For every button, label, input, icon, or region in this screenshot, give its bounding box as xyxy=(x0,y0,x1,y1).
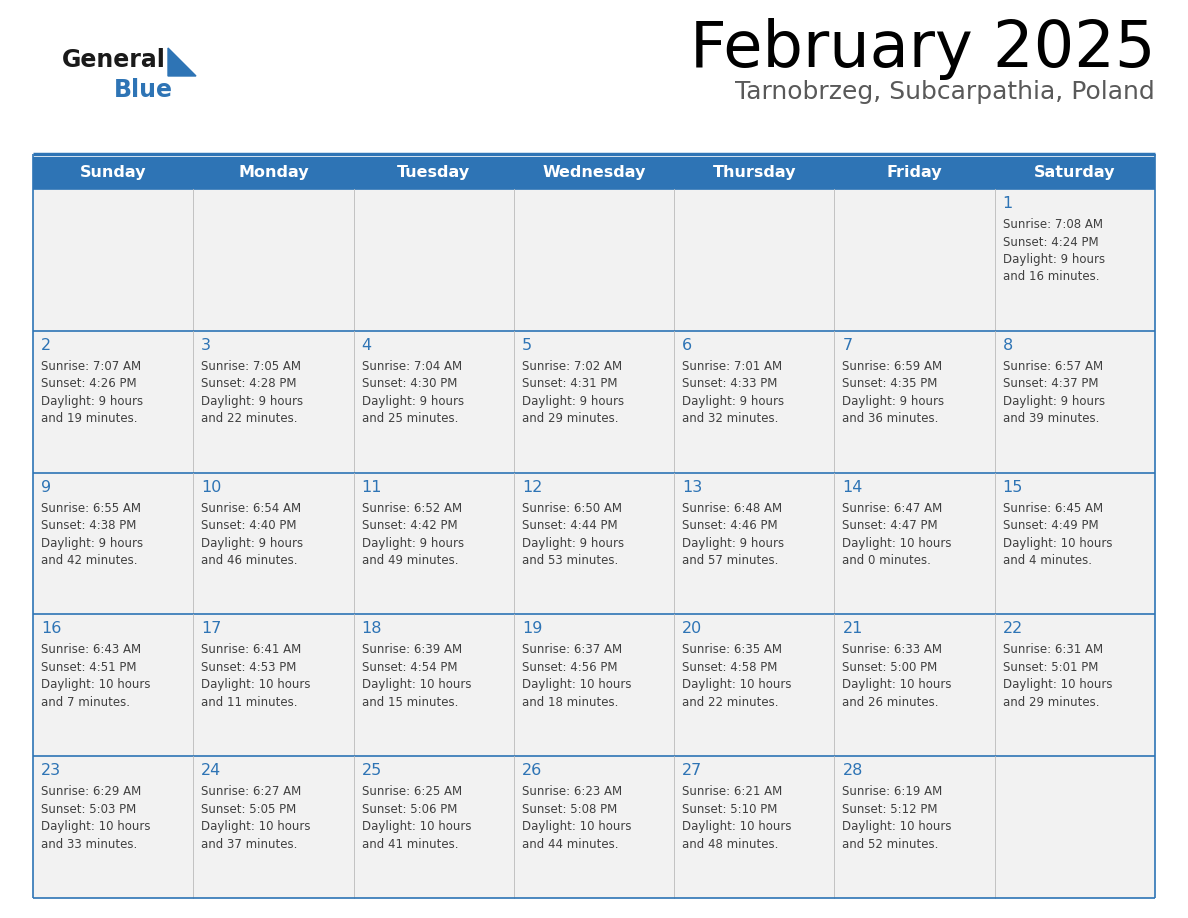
Text: 22: 22 xyxy=(1003,621,1023,636)
Text: 21: 21 xyxy=(842,621,862,636)
Text: 1: 1 xyxy=(1003,196,1013,211)
Text: Sunrise: 6:37 AM
Sunset: 4:56 PM
Daylight: 10 hours
and 18 minutes.: Sunrise: 6:37 AM Sunset: 4:56 PM Dayligh… xyxy=(522,644,631,709)
Text: February 2025: February 2025 xyxy=(689,18,1155,80)
Text: 18: 18 xyxy=(361,621,383,636)
Text: Sunrise: 6:25 AM
Sunset: 5:06 PM
Daylight: 10 hours
and 41 minutes.: Sunrise: 6:25 AM Sunset: 5:06 PM Dayligh… xyxy=(361,785,472,851)
Text: Sunday: Sunday xyxy=(80,165,146,181)
Text: Sunrise: 6:39 AM
Sunset: 4:54 PM
Daylight: 10 hours
and 15 minutes.: Sunrise: 6:39 AM Sunset: 4:54 PM Dayligh… xyxy=(361,644,472,709)
Bar xyxy=(33,189,1155,330)
Text: Sunrise: 6:31 AM
Sunset: 5:01 PM
Daylight: 10 hours
and 29 minutes.: Sunrise: 6:31 AM Sunset: 5:01 PM Dayligh… xyxy=(1003,644,1112,709)
Text: Sunrise: 6:41 AM
Sunset: 4:53 PM
Daylight: 10 hours
and 11 minutes.: Sunrise: 6:41 AM Sunset: 4:53 PM Dayligh… xyxy=(201,644,311,709)
Text: Sunrise: 7:08 AM
Sunset: 4:24 PM
Daylight: 9 hours
and 16 minutes.: Sunrise: 7:08 AM Sunset: 4:24 PM Dayligh… xyxy=(1003,218,1105,284)
Bar xyxy=(33,157,1155,189)
Text: 26: 26 xyxy=(522,763,542,778)
Text: Sunrise: 7:04 AM
Sunset: 4:30 PM
Daylight: 9 hours
and 25 minutes.: Sunrise: 7:04 AM Sunset: 4:30 PM Dayligh… xyxy=(361,360,463,425)
Text: 27: 27 xyxy=(682,763,702,778)
Text: Tarnobrzeg, Subcarpathia, Poland: Tarnobrzeg, Subcarpathia, Poland xyxy=(735,80,1155,104)
Text: Thursday: Thursday xyxy=(713,165,796,181)
Text: Wednesday: Wednesday xyxy=(542,165,646,181)
Text: 23: 23 xyxy=(42,763,61,778)
Text: 8: 8 xyxy=(1003,338,1013,353)
Text: Sunrise: 7:05 AM
Sunset: 4:28 PM
Daylight: 9 hours
and 22 minutes.: Sunrise: 7:05 AM Sunset: 4:28 PM Dayligh… xyxy=(201,360,303,425)
Text: 10: 10 xyxy=(201,479,222,495)
Text: 4: 4 xyxy=(361,338,372,353)
Text: 16: 16 xyxy=(42,621,62,636)
Text: Sunrise: 7:01 AM
Sunset: 4:33 PM
Daylight: 9 hours
and 32 minutes.: Sunrise: 7:01 AM Sunset: 4:33 PM Dayligh… xyxy=(682,360,784,425)
Text: 9: 9 xyxy=(42,479,51,495)
Text: Friday: Friday xyxy=(886,165,942,181)
Text: Sunrise: 6:47 AM
Sunset: 4:47 PM
Daylight: 10 hours
and 0 minutes.: Sunrise: 6:47 AM Sunset: 4:47 PM Dayligh… xyxy=(842,501,952,567)
Text: 15: 15 xyxy=(1003,479,1023,495)
Text: Sunrise: 6:52 AM
Sunset: 4:42 PM
Daylight: 9 hours
and 49 minutes.: Sunrise: 6:52 AM Sunset: 4:42 PM Dayligh… xyxy=(361,501,463,567)
Text: 6: 6 xyxy=(682,338,693,353)
Text: 12: 12 xyxy=(522,479,542,495)
Text: Sunrise: 6:45 AM
Sunset: 4:49 PM
Daylight: 10 hours
and 4 minutes.: Sunrise: 6:45 AM Sunset: 4:49 PM Dayligh… xyxy=(1003,501,1112,567)
Text: 28: 28 xyxy=(842,763,862,778)
Text: Sunrise: 6:50 AM
Sunset: 4:44 PM
Daylight: 9 hours
and 53 minutes.: Sunrise: 6:50 AM Sunset: 4:44 PM Dayligh… xyxy=(522,501,624,567)
Text: Sunrise: 6:23 AM
Sunset: 5:08 PM
Daylight: 10 hours
and 44 minutes.: Sunrise: 6:23 AM Sunset: 5:08 PM Dayligh… xyxy=(522,785,631,851)
Text: 17: 17 xyxy=(201,621,222,636)
Text: Saturday: Saturday xyxy=(1034,165,1116,181)
Text: Sunrise: 7:02 AM
Sunset: 4:31 PM
Daylight: 9 hours
and 29 minutes.: Sunrise: 7:02 AM Sunset: 4:31 PM Dayligh… xyxy=(522,360,624,425)
Bar xyxy=(33,756,1155,898)
Text: Sunrise: 6:29 AM
Sunset: 5:03 PM
Daylight: 10 hours
and 33 minutes.: Sunrise: 6:29 AM Sunset: 5:03 PM Dayligh… xyxy=(42,785,151,851)
Text: 2: 2 xyxy=(42,338,51,353)
Bar xyxy=(33,614,1155,756)
Text: Sunrise: 6:57 AM
Sunset: 4:37 PM
Daylight: 9 hours
and 39 minutes.: Sunrise: 6:57 AM Sunset: 4:37 PM Dayligh… xyxy=(1003,360,1105,425)
Text: 3: 3 xyxy=(201,338,211,353)
Text: 24: 24 xyxy=(201,763,221,778)
Text: Sunrise: 6:59 AM
Sunset: 4:35 PM
Daylight: 9 hours
and 36 minutes.: Sunrise: 6:59 AM Sunset: 4:35 PM Dayligh… xyxy=(842,360,944,425)
Text: Sunrise: 6:55 AM
Sunset: 4:38 PM
Daylight: 9 hours
and 42 minutes.: Sunrise: 6:55 AM Sunset: 4:38 PM Dayligh… xyxy=(42,501,143,567)
Text: Blue: Blue xyxy=(114,78,173,102)
Text: Tuesday: Tuesday xyxy=(397,165,470,181)
Text: Sunrise: 6:33 AM
Sunset: 5:00 PM
Daylight: 10 hours
and 26 minutes.: Sunrise: 6:33 AM Sunset: 5:00 PM Dayligh… xyxy=(842,644,952,709)
Text: Monday: Monday xyxy=(238,165,309,181)
Text: 19: 19 xyxy=(522,621,542,636)
Text: 5: 5 xyxy=(522,338,532,353)
Text: 13: 13 xyxy=(682,479,702,495)
Text: Sunrise: 6:27 AM
Sunset: 5:05 PM
Daylight: 10 hours
and 37 minutes.: Sunrise: 6:27 AM Sunset: 5:05 PM Dayligh… xyxy=(201,785,311,851)
Text: 25: 25 xyxy=(361,763,381,778)
Bar xyxy=(33,330,1155,473)
Text: 20: 20 xyxy=(682,621,702,636)
Polygon shape xyxy=(168,48,196,76)
Text: General: General xyxy=(62,48,166,72)
Text: 7: 7 xyxy=(842,338,853,353)
Text: Sunrise: 6:43 AM
Sunset: 4:51 PM
Daylight: 10 hours
and 7 minutes.: Sunrise: 6:43 AM Sunset: 4:51 PM Dayligh… xyxy=(42,644,151,709)
Text: 14: 14 xyxy=(842,479,862,495)
Text: Sunrise: 6:21 AM
Sunset: 5:10 PM
Daylight: 10 hours
and 48 minutes.: Sunrise: 6:21 AM Sunset: 5:10 PM Dayligh… xyxy=(682,785,791,851)
Text: Sunrise: 6:54 AM
Sunset: 4:40 PM
Daylight: 9 hours
and 46 minutes.: Sunrise: 6:54 AM Sunset: 4:40 PM Dayligh… xyxy=(201,501,303,567)
Text: Sunrise: 6:35 AM
Sunset: 4:58 PM
Daylight: 10 hours
and 22 minutes.: Sunrise: 6:35 AM Sunset: 4:58 PM Dayligh… xyxy=(682,644,791,709)
Text: Sunrise: 6:19 AM
Sunset: 5:12 PM
Daylight: 10 hours
and 52 minutes.: Sunrise: 6:19 AM Sunset: 5:12 PM Dayligh… xyxy=(842,785,952,851)
Bar xyxy=(33,473,1155,614)
Text: Sunrise: 6:48 AM
Sunset: 4:46 PM
Daylight: 9 hours
and 57 minutes.: Sunrise: 6:48 AM Sunset: 4:46 PM Dayligh… xyxy=(682,501,784,567)
Text: 11: 11 xyxy=(361,479,383,495)
Text: Sunrise: 7:07 AM
Sunset: 4:26 PM
Daylight: 9 hours
and 19 minutes.: Sunrise: 7:07 AM Sunset: 4:26 PM Dayligh… xyxy=(42,360,143,425)
